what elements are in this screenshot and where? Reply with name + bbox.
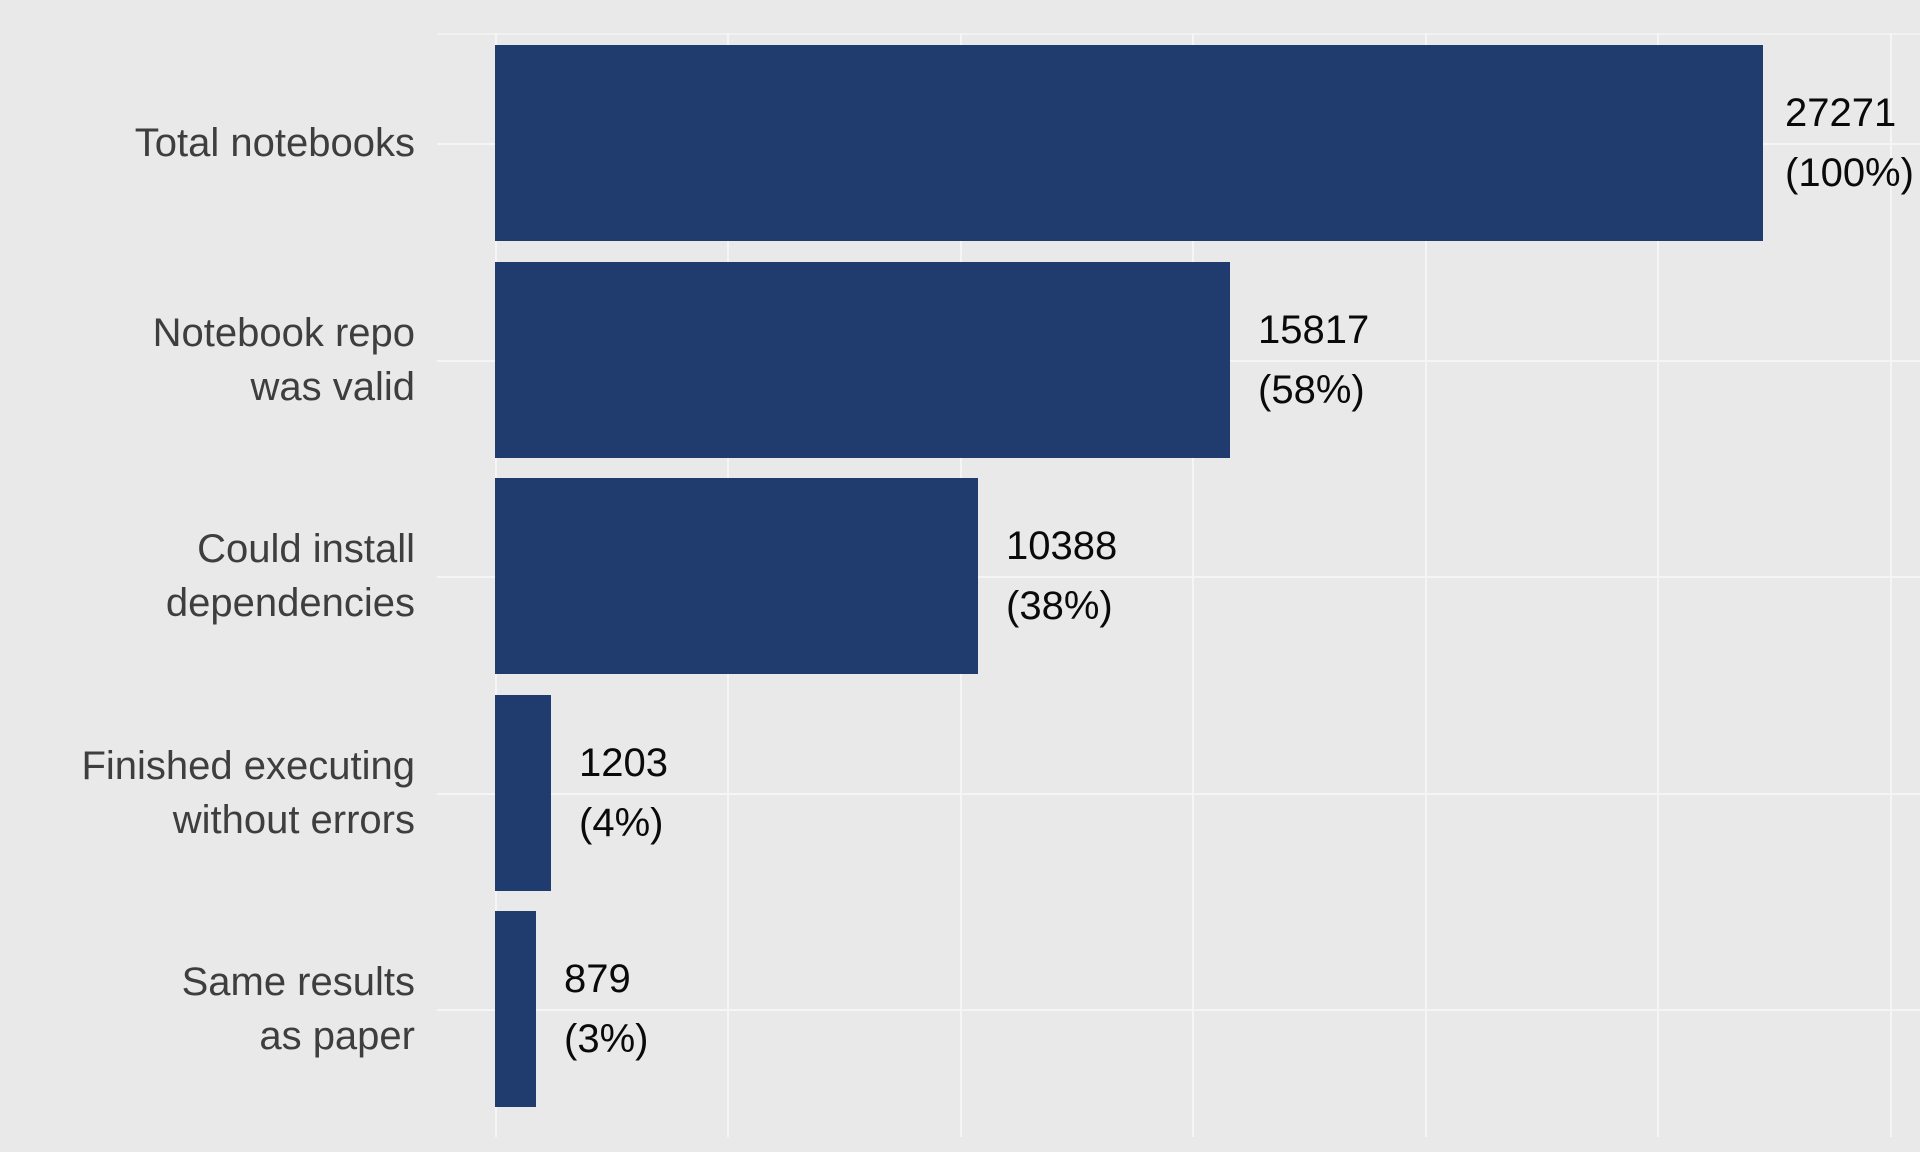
horizontal-gridline xyxy=(437,576,1920,578)
bar xyxy=(495,262,1230,458)
vertical-gridline xyxy=(1425,33,1427,1137)
value-label: 879 (3%) xyxy=(564,911,648,1107)
value-percent: (3%) xyxy=(564,1017,649,1061)
category-label: Notebook repo was valid xyxy=(0,262,415,458)
vertical-gridline xyxy=(1657,33,1659,1137)
category-label-line: as paper xyxy=(259,1014,415,1058)
value-percent: (58%) xyxy=(1258,368,1365,412)
value-label: 27271 (100%) xyxy=(1785,45,1914,241)
vertical-gridline xyxy=(1192,33,1194,1137)
bar-row: Total notebooks 27271 (100%) xyxy=(0,45,1920,241)
category-label-line: without errors xyxy=(172,798,415,842)
category-label: Same results as paper xyxy=(0,911,415,1107)
category-label: Finished executing without errors xyxy=(0,695,415,891)
value-count: 1203 xyxy=(579,741,668,785)
value-percent: (100%) xyxy=(1785,151,1914,195)
vertical-gridline xyxy=(1890,33,1892,1137)
bar-row: Same results as paper 879 (3%) xyxy=(0,911,1920,1107)
horizontal-gridline xyxy=(437,1009,1920,1011)
category-label-line: was valid xyxy=(250,365,415,409)
bar-row: Notebook repo was valid 15817 (58%) xyxy=(0,262,1920,458)
bar xyxy=(495,695,551,891)
value-label: 10388 (38%) xyxy=(1006,478,1117,674)
value-count: 15817 xyxy=(1258,308,1370,352)
bar-row: Could install dependencies 10388 (38%) xyxy=(0,478,1920,674)
category-label-line: dependencies xyxy=(165,581,415,625)
category-label: Total notebooks xyxy=(0,45,415,241)
value-count: 879 xyxy=(564,957,631,1001)
category-label-line: Same results xyxy=(181,960,415,1004)
category-label-line: Could install xyxy=(197,527,415,571)
bar xyxy=(495,911,536,1107)
value-label: 1203 (4%) xyxy=(579,695,668,891)
panel-top-gridline xyxy=(437,33,1920,35)
value-count: 10388 xyxy=(1006,524,1118,568)
category-label-line: Total notebooks xyxy=(134,121,415,165)
value-count: 27271 xyxy=(1785,91,1897,135)
value-label: 15817 (58%) xyxy=(1258,262,1369,458)
category-label-line: Notebook repo xyxy=(152,311,415,355)
value-percent: (4%) xyxy=(579,801,664,845)
bar xyxy=(495,45,1763,241)
horizontal-gridline xyxy=(437,793,1920,795)
category-label: Could install dependencies xyxy=(0,478,415,674)
value-percent: (38%) xyxy=(1006,584,1113,628)
bar xyxy=(495,478,978,674)
category-label-line: Finished executing xyxy=(81,744,415,788)
bar-row: Finished executing without errors 1203 (4%) xyxy=(0,695,1920,891)
